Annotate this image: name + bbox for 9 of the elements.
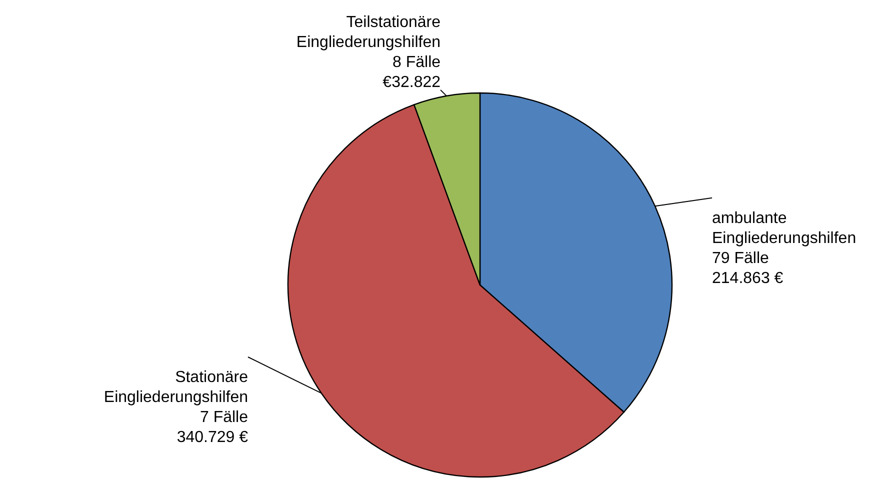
- data-label: 214.863 €: [712, 270, 784, 287]
- slice-label: Stationäre Eingliederungshilfen: [104, 368, 248, 406]
- slice-label: Teilstationäre Eingliederungshilfen: [296, 14, 441, 51]
- text: 79 Fälle: [712, 250, 769, 267]
- slice-label: ambulante Eingliederungshilfen: [712, 210, 856, 247]
- data-label: 340.729 €: [176, 428, 248, 446]
- text: 8 Fälle: [392, 54, 441, 71]
- data-label: €32.822: [382, 74, 441, 91]
- text: 7 Fälle: [200, 408, 248, 426]
